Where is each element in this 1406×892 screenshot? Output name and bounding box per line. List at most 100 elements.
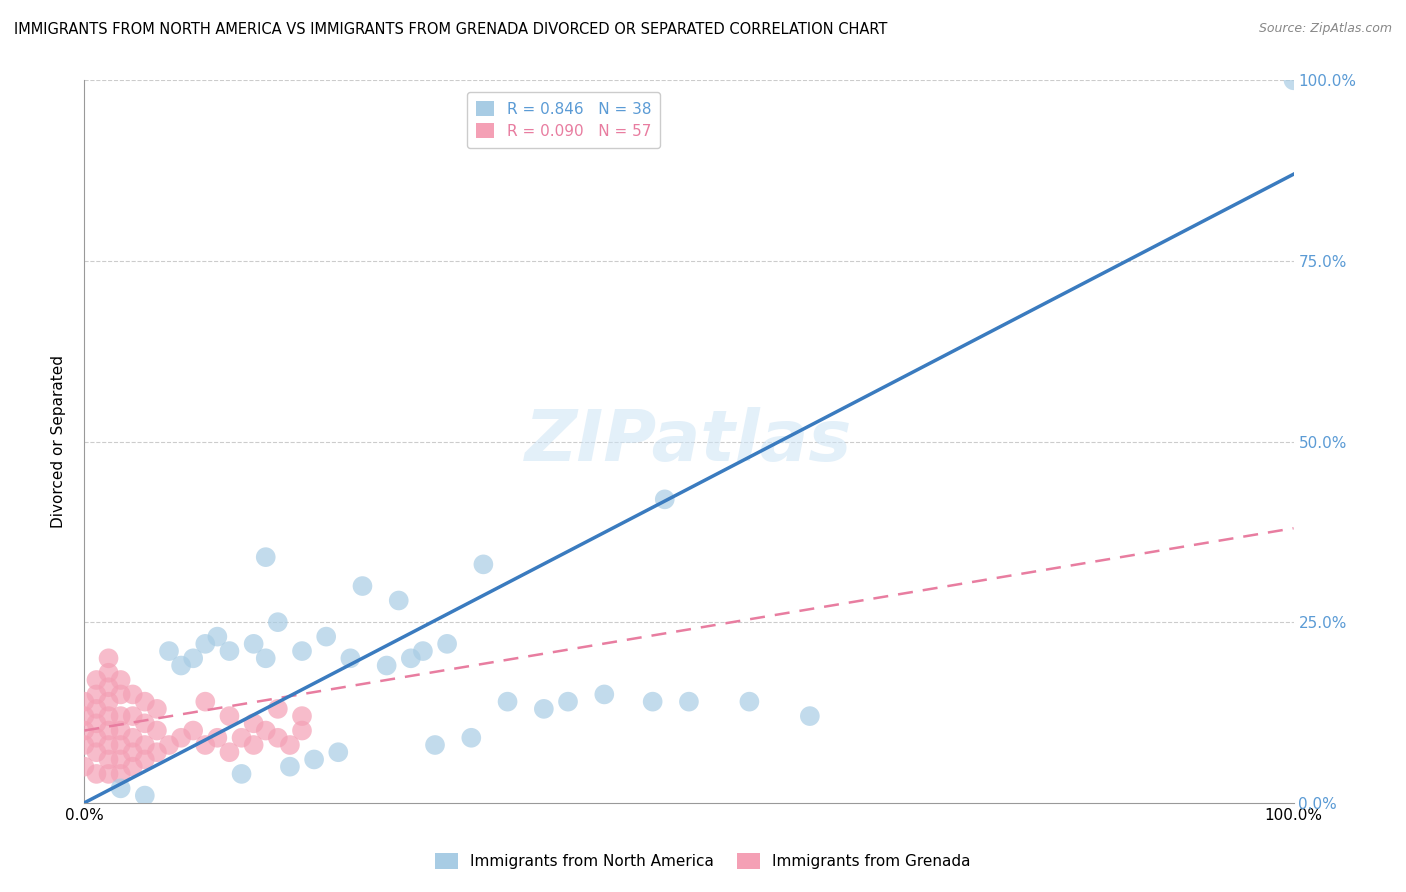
- Point: [231, 731, 253, 745]
- Point: [97, 738, 120, 752]
- Point: [328, 745, 350, 759]
- Point: [97, 723, 120, 738]
- Point: [678, 695, 700, 709]
- Point: [157, 738, 180, 752]
- Point: [291, 644, 314, 658]
- Point: [278, 760, 301, 774]
- Point: [254, 651, 277, 665]
- Point: [146, 723, 169, 738]
- Point: [641, 695, 664, 709]
- Point: [388, 593, 411, 607]
- Point: [97, 709, 120, 723]
- Point: [170, 731, 193, 745]
- Point: [146, 745, 169, 759]
- Point: [97, 695, 120, 709]
- Point: [291, 723, 314, 738]
- Point: [194, 637, 217, 651]
- Point: [73, 723, 96, 738]
- Point: [399, 651, 422, 665]
- Point: [134, 695, 156, 709]
- Point: [412, 644, 434, 658]
- Point: [1282, 73, 1305, 87]
- Point: [134, 752, 156, 766]
- Point: [86, 687, 108, 701]
- Point: [738, 695, 761, 709]
- Point: [97, 752, 120, 766]
- Text: Source: ZipAtlas.com: Source: ZipAtlas.com: [1258, 22, 1392, 36]
- Point: [496, 695, 519, 709]
- Point: [97, 651, 120, 665]
- Point: [73, 709, 96, 723]
- Point: [181, 723, 204, 738]
- Point: [86, 731, 108, 745]
- Point: [170, 658, 193, 673]
- Point: [86, 716, 108, 731]
- Point: [134, 738, 156, 752]
- Point: [278, 738, 301, 752]
- Text: IMMIGRANTS FROM NORTH AMERICA VS IMMIGRANTS FROM GRENADA DIVORCED OR SEPARATED C: IMMIGRANTS FROM NORTH AMERICA VS IMMIGRA…: [14, 22, 887, 37]
- Point: [110, 673, 132, 687]
- Point: [181, 651, 204, 665]
- Point: [315, 630, 337, 644]
- Point: [86, 702, 108, 716]
- Point: [194, 738, 217, 752]
- Text: ZIPatlas: ZIPatlas: [526, 407, 852, 476]
- Point: [460, 731, 482, 745]
- Point: [557, 695, 579, 709]
- Point: [73, 738, 96, 752]
- Point: [121, 731, 143, 745]
- Point: [110, 709, 132, 723]
- Point: [73, 695, 96, 709]
- Point: [86, 767, 108, 781]
- Point: [110, 687, 132, 701]
- Point: [218, 745, 240, 759]
- Point: [291, 709, 314, 723]
- Point: [799, 709, 821, 723]
- Point: [207, 630, 229, 644]
- Point: [121, 709, 143, 723]
- Point: [86, 745, 108, 759]
- Point: [423, 738, 446, 752]
- Point: [110, 723, 132, 738]
- Y-axis label: Divorced or Separated: Divorced or Separated: [51, 355, 66, 528]
- Point: [121, 745, 143, 759]
- Point: [242, 637, 264, 651]
- Point: [110, 752, 132, 766]
- Point: [254, 550, 277, 565]
- Point: [146, 702, 169, 716]
- Legend: Immigrants from North America, Immigrants from Grenada: Immigrants from North America, Immigrant…: [429, 847, 977, 875]
- Point: [654, 492, 676, 507]
- Point: [267, 731, 290, 745]
- Point: [86, 673, 108, 687]
- Point: [267, 702, 290, 716]
- Point: [97, 665, 120, 680]
- Point: [97, 767, 120, 781]
- Point: [533, 702, 555, 716]
- Point: [121, 687, 143, 701]
- Point: [73, 760, 96, 774]
- Legend: R = 0.846   N = 38, R = 0.090   N = 57: R = 0.846 N = 38, R = 0.090 N = 57: [467, 92, 661, 148]
- Point: [110, 781, 132, 796]
- Point: [110, 738, 132, 752]
- Point: [134, 716, 156, 731]
- Point: [194, 695, 217, 709]
- Point: [472, 558, 495, 572]
- Point: [267, 615, 290, 630]
- Point: [207, 731, 229, 745]
- Point: [254, 723, 277, 738]
- Point: [242, 738, 264, 752]
- Point: [218, 709, 240, 723]
- Point: [97, 680, 120, 694]
- Point: [375, 658, 398, 673]
- Point: [339, 651, 361, 665]
- Point: [110, 767, 132, 781]
- Point: [242, 716, 264, 731]
- Point: [436, 637, 458, 651]
- Point: [134, 789, 156, 803]
- Point: [593, 687, 616, 701]
- Point: [218, 644, 240, 658]
- Point: [121, 760, 143, 774]
- Point: [231, 767, 253, 781]
- Point: [157, 644, 180, 658]
- Point: [302, 752, 325, 766]
